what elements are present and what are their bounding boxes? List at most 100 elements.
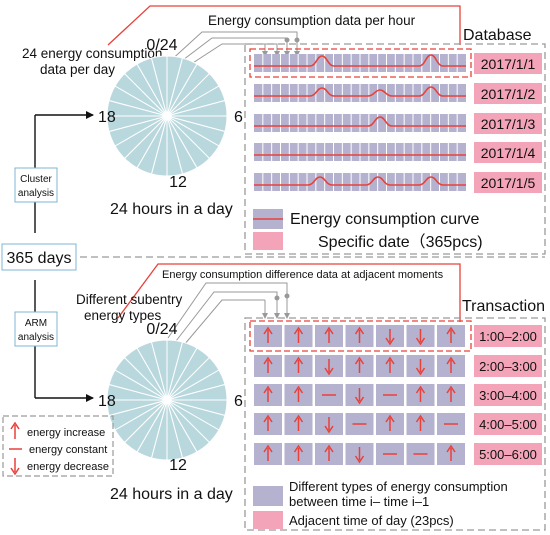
- top-red-callout-line: [107, 5, 461, 46]
- time-badge: [474, 355, 542, 377]
- left-flow: Cluster analysis 365 days ARM analysis: [1, 111, 545, 402]
- clock-segment: [150, 55, 168, 117]
- bottom-clock-caption: 24 hours in a day: [110, 486, 233, 503]
- arm-analysis-label-line1: ARM: [25, 318, 47, 329]
- time-label: 3:00–4:00: [479, 388, 537, 403]
- transaction-row: 5:00–6:00: [254, 443, 542, 465]
- first-day-highlight: [249, 48, 472, 78]
- arrow-down-icon: [354, 388, 365, 405]
- database-row: 2017/1/3: [254, 113, 542, 134]
- diff-callout-label: Energy consumption difference data at ad…: [162, 269, 444, 281]
- top-clock-label-0-24: 0/24: [146, 37, 177, 54]
- date-label: 2017/1/2: [481, 86, 536, 102]
- top-clock-label-12: 12: [169, 174, 187, 191]
- transaction-panel: [244, 317, 546, 531]
- transaction-row: 3:00–4:00: [254, 384, 542, 406]
- top-clock-label-6: 6: [234, 109, 243, 126]
- arm-analysis-box: [14, 311, 58, 347]
- database-rows: 2017/1/1 2017/1/2 2017/1/3 2017/1/4 2017/1/5: [254, 53, 542, 193]
- legend-adjacent-swatch: [253, 511, 283, 529]
- bottom-legend: Different types of energy consumption be…: [253, 479, 508, 529]
- date-badge: [474, 113, 542, 134]
- legend-increase-label: energy increase: [27, 427, 105, 439]
- legend-date-swatch: [253, 232, 283, 250]
- database-title: Database: [463, 27, 532, 44]
- database-row: 2017/1/2: [254, 83, 542, 104]
- arrow-up-icon: [446, 356, 456, 373]
- top-clock-label-18: 18: [98, 109, 116, 126]
- legend-types-swatch: [253, 486, 283, 506]
- time-badge: [474, 443, 542, 465]
- database-row: 2017/1/1: [254, 53, 542, 74]
- bottom-clock-label-18: 18: [98, 393, 116, 410]
- arrow-up-icon: [263, 385, 273, 402]
- daily-callout-label-line2: data per day: [40, 62, 115, 77]
- database-panel: [244, 43, 546, 255]
- clock-segment: [150, 339, 168, 401]
- subentry-callout-label-line2: energy types: [84, 308, 162, 323]
- bottom-section: Energy consumption difference data at ad…: [2, 263, 546, 531]
- bottom-red-callout-line: [117, 263, 461, 322]
- arrow-up-icon: [263, 326, 273, 343]
- arrow-up-icon: [324, 326, 334, 343]
- date-label: 2017/1/1: [481, 56, 536, 72]
- transaction-title: Transaction: [462, 298, 545, 315]
- transaction-row: 2:00–3:00: [254, 355, 542, 377]
- date-label: 2017/1/3: [481, 116, 536, 132]
- arrow-up-icon: [446, 444, 456, 461]
- bottom-clock: [106, 339, 228, 461]
- legend-constant-label: energy constant: [29, 444, 107, 456]
- energy-curve: [254, 176, 466, 186]
- arrow-up-icon: [446, 326, 456, 343]
- cluster-analysis-box: [14, 167, 58, 203]
- date-badge: [474, 142, 542, 163]
- arrow-legend: energy increase energy constant energy d…: [2, 415, 114, 477]
- arrow-up-icon: [10, 421, 20, 439]
- arrow-down-icon: [354, 447, 365, 464]
- subentry-callout-label-line1: Different subentry: [76, 292, 183, 307]
- arrow-down-icon: [415, 359, 426, 376]
- time-label: 1:00–2:00: [479, 329, 537, 344]
- database-row: 2017/1/4: [254, 142, 542, 163]
- arrow-up-icon: [354, 326, 365, 343]
- cluster-analysis-label-line1: Cluster: [20, 174, 52, 185]
- arrow-up-icon: [385, 414, 395, 431]
- top-clock: [106, 55, 228, 177]
- transaction-row: 4:00–5:00: [254, 413, 542, 435]
- time-label: 5:00–6:00: [479, 447, 537, 462]
- arrow-down-icon: [324, 417, 334, 434]
- arrow-up-icon: [263, 414, 273, 431]
- arrow-up-icon: [293, 414, 304, 431]
- legend-date-label: Specific date（365pcs): [318, 233, 483, 251]
- first-hour-highlight: [249, 320, 472, 352]
- top-hourly-leaders: [167, 31, 300, 71]
- arrow-up-icon: [446, 385, 456, 402]
- arrow-up-icon: [324, 444, 334, 461]
- time-label: 2:00–3:00: [479, 359, 537, 374]
- arrow-up-icon: [415, 385, 426, 402]
- date-badge: [474, 83, 542, 104]
- arrow-up-icon: [293, 356, 304, 373]
- daily-callout-label-line1: 24 energy consumption: [22, 46, 162, 61]
- arm-analysis-label-line2: analysis: [18, 332, 54, 343]
- legend-adjacent-label: Adjacent time of day (23pcs): [289, 513, 454, 528]
- top-section: Energy consumption data per hour 24 ener…: [22, 5, 546, 255]
- bottom-clock-label-0-24: 0/24: [146, 321, 177, 338]
- energy-curve: [254, 116, 466, 127]
- time-badge: [474, 325, 542, 347]
- energy-curve: [254, 54, 466, 67]
- top-clock-caption: 24 hours in a day: [110, 201, 233, 218]
- transaction-rows: 1:00–2:00 2:00–3:00 3:00–4:00 4:00–5:00 5:00…: [254, 325, 542, 465]
- legend-types-label-line2: between time i– time i–1: [289, 494, 429, 509]
- legend-decrease-label: energy decrease: [27, 461, 109, 473]
- arrow-legend-box: [2, 415, 114, 477]
- database-row: 2017/1/5: [254, 172, 542, 193]
- transaction-row: 1:00–2:00: [254, 325, 542, 347]
- arrow-up-icon: [354, 356, 365, 373]
- bottom-clock-label-6: 6: [234, 393, 243, 410]
- time-badge: [474, 384, 542, 406]
- arrow-up-icon: [263, 444, 273, 461]
- arrow-down-icon: [385, 329, 395, 346]
- top-legend: Energy consumption curve Specific date（3…: [253, 209, 483, 251]
